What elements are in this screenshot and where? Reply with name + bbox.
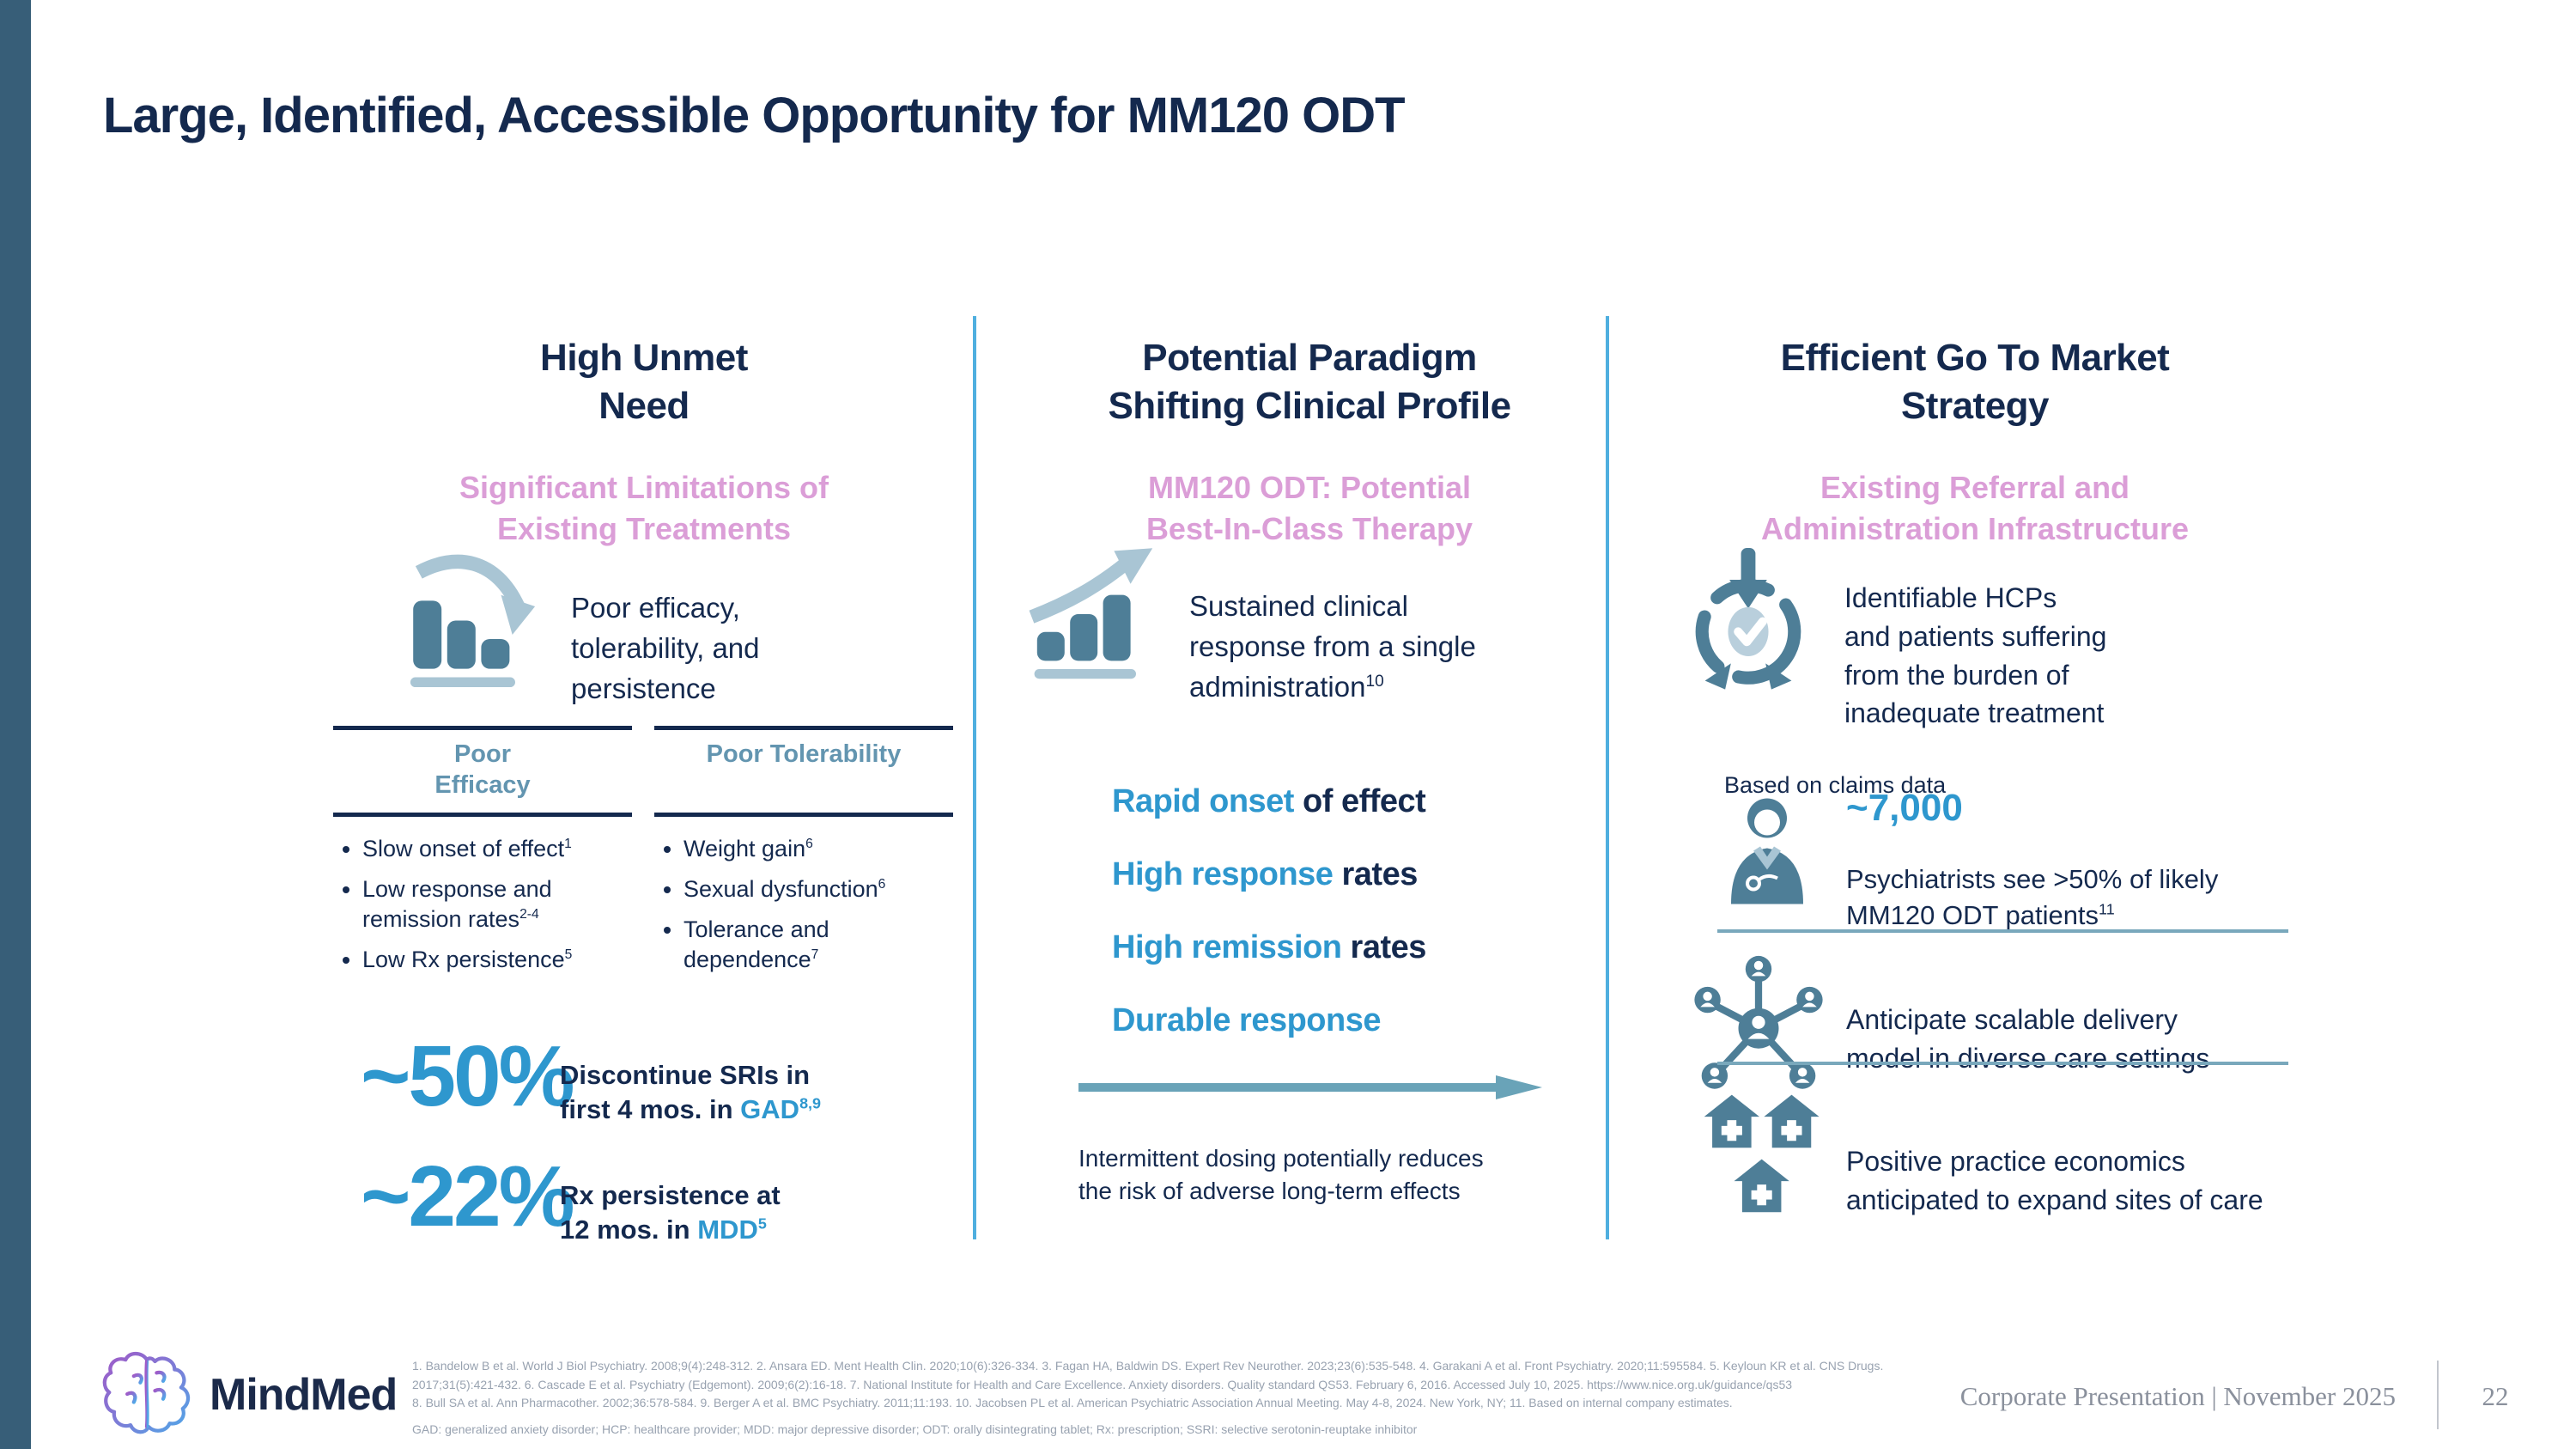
- poor-tolerability-list: Weight gain6 Sexual dysfunction6 Toleran…: [658, 834, 953, 975]
- column2-icon-text: Sustained clinical response from a singl…: [1189, 590, 1476, 703]
- right-arrow-icon: [1078, 1075, 1542, 1099]
- list-item: Low Rx persistence5: [362, 945, 632, 975]
- page-title: Large, Identified, Accessible Opportunit…: [103, 87, 1406, 143]
- benefit-list: Rapid onset of effect High response rate…: [1112, 783, 1593, 1075]
- list-item: Low response and remission rates2-4: [362, 874, 632, 935]
- column3-title: Efficient Go To Market Strategy: [1780, 336, 2170, 427]
- benefit-rapid-onset: Rapid onset of effect: [1112, 783, 1426, 819]
- section-divider: [1717, 929, 2288, 933]
- column-divider: [973, 316, 976, 1239]
- scalable-delivery-text: Anticipate scalable delivery model in di…: [1846, 1004, 2210, 1074]
- citation-line: 8. Bull SA et al. Ann Pharmacother. 2002…: [412, 1396, 1733, 1410]
- care-sites-houses-icon: [1704, 1094, 1820, 1213]
- section-divider: [1717, 1062, 2288, 1065]
- benefit-high-remission: High remission rates: [1112, 929, 1426, 965]
- footer-divider: [2437, 1361, 2439, 1429]
- poor-efficacy-list: Slow onset of effect1 Low response and r…: [337, 834, 632, 975]
- stat-50-description: Discontinue SRIs in first 4 mos. in GAD8…: [560, 1060, 822, 1124]
- presentation-label: Corporate Presentation | November 2025: [1959, 1381, 2396, 1411]
- column2-subtitle: MM120 ODT: Potential Best-In-Class Thera…: [1145, 470, 1473, 546]
- column1-title: High Unmet Need: [540, 336, 748, 427]
- column2-title: Potential Paradigm Shifting Clinical Pro…: [1108, 336, 1511, 427]
- poor-tolerability-header: Poor Tolerability: [654, 730, 953, 817]
- column3-subtitle: Existing Referral and Administration Inf…: [1760, 470, 2190, 546]
- column-divider: [1606, 316, 1609, 1239]
- limitations-table: Poor Efficacy Slow onset of effect1 Low …: [333, 726, 953, 985]
- column1-subtitle: Significant Limitations of Existing Trea…: [459, 470, 829, 546]
- list-item: Slow onset of effect1: [362, 834, 632, 864]
- poor-tolerability-group: Poor Tolerability Weight gain6 Sexual dy…: [654, 726, 953, 985]
- citation-line: 1. Bandelow B et al. World J Biol Psychi…: [412, 1359, 1884, 1373]
- psychiatrists-count: ~7,000: [1846, 787, 1963, 829]
- list-item: Sexual dysfunction6: [683, 874, 953, 904]
- network-people-icon: [1694, 955, 1823, 1089]
- identifiable-hcps-text: Identifiable HCPs and patients suffering…: [1844, 582, 2107, 729]
- stat-50-percent: ~50%: [361, 1028, 575, 1124]
- practice-economics-text: Positive practice economics anticipated …: [1846, 1146, 2263, 1215]
- benefit-durable-response: Durable response: [1112, 1002, 1382, 1038]
- poor-efficacy-group: Poor Efficacy Slow onset of effect1 Low …: [333, 726, 632, 985]
- mindmed-brain-logo: [102, 1351, 191, 1434]
- poor-efficacy-header: Poor Efficacy: [333, 730, 632, 817]
- mindmed-wordmark: MindMed: [210, 1370, 398, 1420]
- intermittent-dosing-caption: Intermittent dosing potentially reduces …: [1078, 1145, 1484, 1204]
- target-check-icon: [1695, 548, 1801, 690]
- column1-icon-text: Poor efficacy, tolerability, and persist…: [571, 592, 760, 704]
- left-edge-bar: [0, 0, 31, 1449]
- list-item: Weight gain6: [683, 834, 953, 864]
- benefit-high-response: High response rates: [1112, 856, 1418, 892]
- rising-bar-chart-icon: [1029, 548, 1153, 679]
- citations-block: 1. Bandelow B et al. World J Biol Psychi…: [412, 1357, 1949, 1440]
- stat-22-percent: ~22%: [361, 1148, 575, 1245]
- psychiatrist-icon: [1731, 798, 1803, 904]
- psychiatrists-text: Psychiatrists see >50% of likely MM120 O…: [1846, 864, 2219, 930]
- declining-bar-chart-icon: [410, 554, 536, 688]
- claims-data-note: Based on claims data: [1724, 772, 1947, 798]
- citation-line: 2017;31(5):421-432. 6. Cascade E et al. …: [412, 1377, 1793, 1391]
- list-item: Tolerance and dependence7: [683, 915, 953, 975]
- page-number: 22: [2482, 1381, 2509, 1411]
- abbreviations-line: GAD: generalized anxiety disorder; HCP: …: [412, 1422, 1418, 1437]
- stat-22-description: Rx persistence at 12 mos. in MDD5: [560, 1180, 781, 1245]
